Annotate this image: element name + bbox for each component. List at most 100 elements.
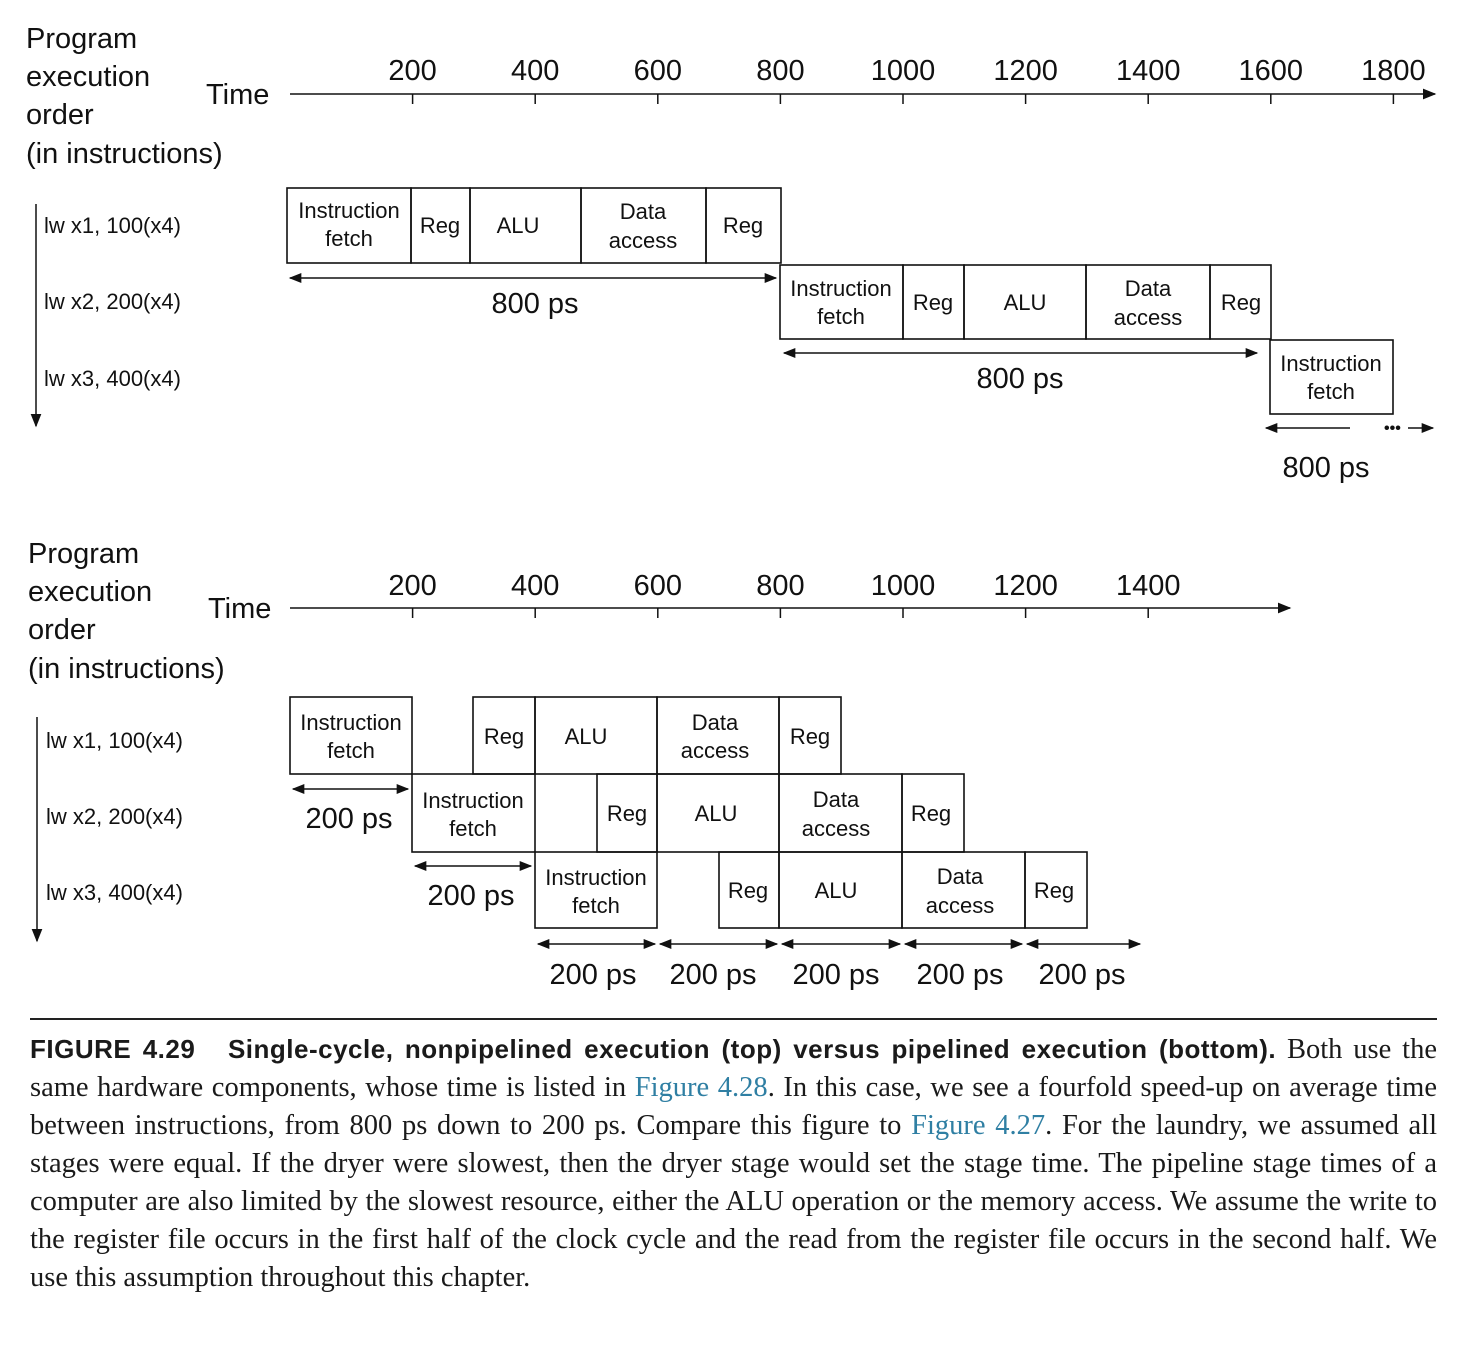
stage-box [534,851,658,929]
top-row-3: Instruction fetch [1269,339,1394,415]
stage-label: Reg [484,724,524,749]
top-heading-line-3: order [26,99,94,131]
span-label: 200 ps [549,959,636,991]
span-label: 800 ps [491,288,578,320]
time-tick-label: 1400 [1116,570,1181,602]
stage-label: Instruction [298,198,400,223]
figure-label: FIGURE 4.29 [30,1034,196,1064]
bottom-instr-3: lw x3, 400(x4) [46,880,183,905]
caption-text-1: Both use the same hardware components, w… [30,1034,1437,1103]
top-panel: Program execution order (in instructions… [26,23,1437,484]
stage-label: ALU [497,213,540,238]
stage-label: fetch [1307,379,1355,404]
span-label: 200 ps [669,959,756,991]
time-tick-label: 1200 [993,570,1058,602]
figure-link-4-28[interactable]: Figure 4.28 [634,1072,768,1103]
stage-label: Instruction [422,788,524,813]
time-tick-label: 1200 [993,55,1058,87]
stage-label: fetch [449,816,497,841]
stage-label: fetch [325,226,373,251]
caption-text-3: . For the laundry, we assumed all stages… [30,1110,1438,1293]
stage-label: Reg [913,290,953,315]
stage-box [411,773,536,853]
stage-box [705,187,782,264]
span-label: 200 ps [792,959,879,991]
pipeline-diagram: Program execution order (in instructions… [26,23,1437,991]
stage-label: ALU [1004,290,1047,315]
stage-label: access [681,738,749,763]
bottom-heading-line-3: order [28,614,96,646]
figure-link-4-27[interactable]: Figure 4.27 [911,1110,1046,1141]
time-tick-label: 600 [634,55,682,87]
stage-label: fetch [572,893,620,918]
stage-label: ALU [695,801,738,826]
top-heading-line-4: (in instructions) [26,138,223,170]
stage-label: Data [1125,276,1172,301]
stage-box [1024,851,1088,929]
stage-label: access [926,893,994,918]
top-time-label: Time [206,79,269,111]
time-tick-label: 400 [511,570,559,602]
bottom-row-2: Instruction fetch Reg ALU Data access Re… [411,773,965,853]
span-label: 800 ps [976,363,1063,395]
span-label: 800 ps [1282,452,1369,484]
bottom-heading-line-2: execution [28,576,152,608]
time-tick-label: 1000 [871,570,936,602]
stage-label: access [609,228,677,253]
top-row-1: Instruction fetch Reg ALU Data access Re… [286,187,782,264]
top-heading-line-2: execution [26,61,150,93]
bottom-row-3: Instruction fetch Reg ALU Data access Re… [534,851,1088,929]
span-label: 200 ps [427,880,514,912]
stage-label: Reg [1221,290,1261,315]
bottom-heading-line-4: (in instructions) [28,653,225,685]
span-label: 200 ps [1038,959,1125,991]
stage-label: Data [813,787,860,812]
bottom-heading-line-1: Program [28,538,139,570]
time-tick-label: 1400 [1116,55,1181,87]
time-tick-label: 800 [756,570,804,602]
stage-label: Reg [728,878,768,903]
bottom-instr-1: lw x1, 100(x4) [46,728,183,753]
time-tick-label: 200 [388,55,436,87]
bottom-panel: Program execution order (in instructions… [28,538,1292,991]
span-label: 200 ps [305,803,392,835]
time-tick-label: 800 [756,55,804,87]
time-tick-label: 1800 [1361,55,1426,87]
time-tick-label: 1600 [1239,55,1304,87]
top-instr-1: lw x1, 100(x4) [44,213,181,238]
stage-label: Data [937,864,984,889]
stage-box [1209,264,1272,340]
time-tick-label: 400 [511,55,559,87]
bottom-tick-group: 200 400 600 800 1000 1200 1400 [388,570,1180,618]
time-tick-label: 200 [388,570,436,602]
stage-label: Instruction [1280,351,1382,376]
stage-label: Reg [607,801,647,826]
caption-rule [30,1018,1437,1020]
stage-label: Instruction [790,276,892,301]
caption-text-2: . In this case, we see a fourfold speed-… [30,1072,1437,1141]
stage-box [289,696,413,775]
continuation-ellipsis: ••• [1384,420,1401,437]
bottom-row-1: Instruction fetch Reg ALU Data access Re… [289,696,842,775]
figure-title: Single-cycle, nonpipelined execution (to… [227,1034,1277,1064]
top-row-2: Instruction fetch Reg ALU Data access Re… [779,264,1272,340]
time-tick-label: 1000 [871,55,936,87]
top-instr-2: lw x2, 200(x4) [44,289,181,314]
stage-label: fetch [327,738,375,763]
top-instr-3: lw x3, 400(x4) [44,366,181,391]
stage-label: Data [620,199,667,224]
stage-label: Reg [420,213,460,238]
stage-label: Instruction [300,710,402,735]
stage-label: ALU [565,724,608,749]
figure-caption: FIGURE 4.29 Single-cycle, nonpipelined e… [30,1030,1437,1297]
stage-label: access [802,816,870,841]
stage-label: Instruction [545,865,647,890]
stage-label: fetch [817,304,865,329]
span-label: 200 ps [916,959,1003,991]
stage-label: ALU [815,878,858,903]
bottom-time-label: Time [208,593,271,625]
bottom-instr-2: lw x2, 200(x4) [46,804,183,829]
stage-label: Data [692,710,739,735]
stage-label: Reg [790,724,830,749]
stage-label: access [1114,305,1182,330]
